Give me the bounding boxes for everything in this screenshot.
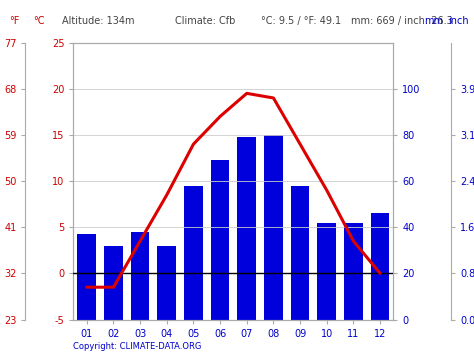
Bar — [318, 223, 336, 320]
Bar — [291, 186, 310, 320]
Text: Copyright: CLIMATE-DATA.ORG: Copyright: CLIMATE-DATA.ORG — [73, 343, 202, 351]
Bar — [184, 186, 203, 320]
Bar — [131, 232, 149, 320]
Bar — [104, 246, 123, 320]
Text: °C: °C — [33, 16, 45, 26]
Text: inch: inch — [448, 16, 469, 26]
Bar — [77, 234, 96, 320]
Text: Altitude: 134m: Altitude: 134m — [62, 16, 134, 26]
Bar — [344, 223, 363, 320]
Bar — [371, 213, 390, 320]
Bar — [157, 246, 176, 320]
Bar — [237, 137, 256, 320]
Text: °F: °F — [9, 16, 20, 26]
Text: °C: 9.5 / °F: 49.1: °C: 9.5 / °F: 49.1 — [261, 16, 341, 26]
Text: Climate: Cfb: Climate: Cfb — [175, 16, 236, 26]
Text: mm: mm — [424, 16, 443, 26]
Text: mm: 669 / inch: 26.3: mm: 669 / inch: 26.3 — [351, 16, 453, 26]
Bar — [264, 135, 283, 320]
Bar — [211, 160, 229, 320]
